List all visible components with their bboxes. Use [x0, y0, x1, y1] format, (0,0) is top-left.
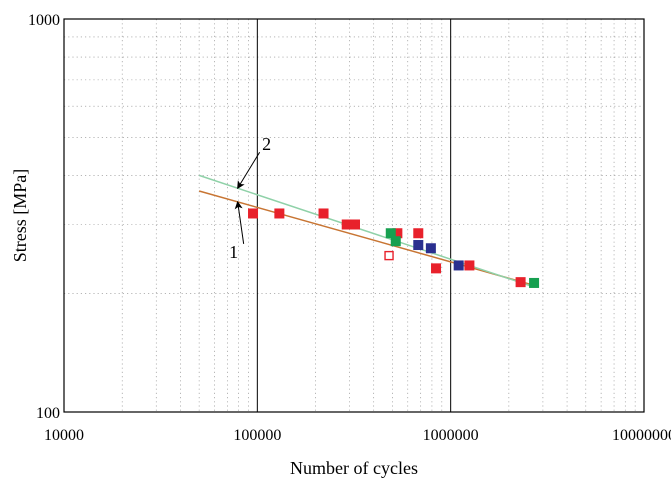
data-point [341, 219, 352, 230]
tick-labels: 10000 100000 1000000 10000000 100 1000 [28, 12, 671, 444]
data-point [385, 228, 396, 239]
data-point [384, 250, 394, 261]
x-tick-label: 100000 [233, 427, 281, 444]
data-point [464, 260, 475, 271]
annotation-arrow [237, 151, 261, 190]
data-point [248, 208, 259, 219]
data-point [413, 240, 424, 251]
plot-frame [63, 18, 645, 413]
y-tick-label: 100 [36, 405, 60, 422]
data-point [274, 208, 285, 219]
data-point [425, 243, 436, 254]
fit-line-label: 2 [262, 134, 271, 154]
fit-line-label: 1 [229, 242, 238, 262]
fit-line-2 [198, 174, 535, 288]
data-points [248, 208, 540, 288]
data-point [515, 277, 526, 288]
data-point [392, 228, 403, 239]
data-point [431, 263, 442, 274]
data-point [390, 236, 401, 247]
x-tick-label: 10000000 [612, 427, 671, 444]
y-tick-label: 1000 [28, 12, 60, 29]
data-point [413, 228, 424, 239]
x-tick-label: 1000000 [423, 427, 479, 444]
annotation-arrow [234, 200, 245, 244]
x-axis-title: Number of cycles [290, 458, 418, 478]
data-point [529, 277, 540, 288]
annotations: 12 [229, 134, 271, 262]
data-point [453, 260, 464, 271]
x-tick-label: 10000 [44, 427, 84, 444]
fit-line-1 [198, 190, 535, 287]
data-point [318, 208, 329, 219]
fit-lines [198, 174, 535, 288]
y-axis-title: Stress [MPa] [10, 169, 30, 263]
data-point [349, 219, 360, 230]
